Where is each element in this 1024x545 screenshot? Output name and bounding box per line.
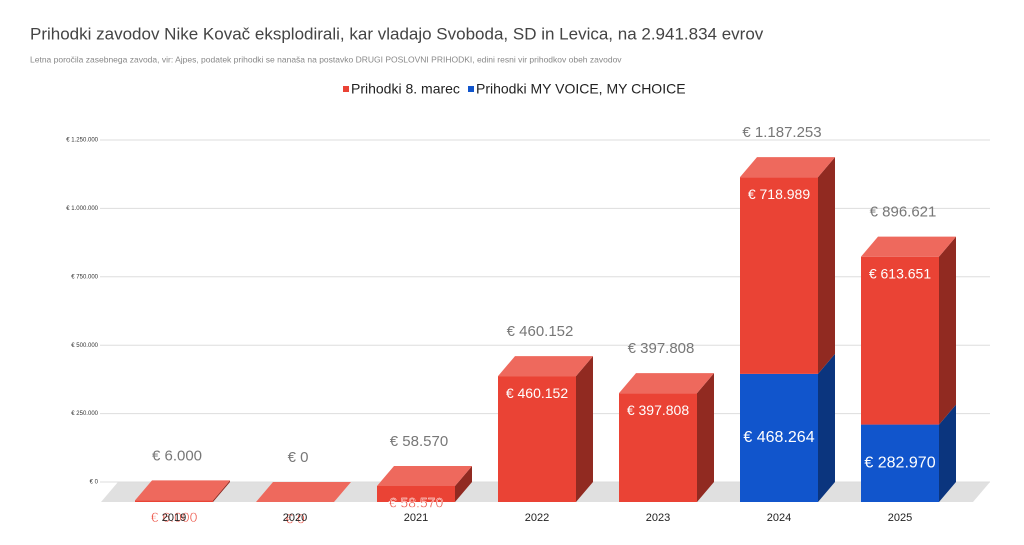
data-label: € 613.651: [869, 265, 931, 281]
bar: [740, 373, 818, 502]
x-tick-label: 2024: [767, 512, 791, 524]
bar-top: [740, 157, 835, 178]
total-label: € 896.621: [870, 204, 937, 221]
y-tick-label: € 0: [90, 480, 99, 486]
bar: [619, 393, 697, 502]
bar: [135, 500, 213, 502]
x-tick-label: 2020: [283, 512, 307, 524]
data-label: € 0: [285, 511, 305, 527]
bar-side: [697, 373, 714, 502]
bar-top: [135, 480, 230, 501]
bar-side: [213, 480, 230, 502]
total-label: € 0: [288, 449, 309, 466]
x-tick-label: 2021: [404, 512, 428, 524]
y-tick-label: € 1.250.000: [66, 138, 98, 144]
data-label: € 718.989: [748, 186, 810, 202]
data-label: € 6.000: [151, 509, 198, 525]
bar-side: [576, 356, 593, 502]
total-label: € 460.152: [507, 323, 574, 340]
total-label: € 1.187.253: [742, 124, 821, 141]
legend-label: Prihodki MY VOICE, MY CHOICE: [476, 81, 686, 97]
x-tick-label: 2019: [162, 512, 186, 524]
data-label: € 460.152: [506, 385, 568, 401]
data-label: € 397.808: [627, 402, 689, 418]
data-label: € 58.570: [389, 495, 444, 511]
y-tick-label: € 500.000: [71, 343, 98, 349]
x-tick-label: 2023: [646, 512, 670, 524]
y-tick-label: € 750.000: [71, 274, 98, 280]
chart-subtitle: Letna poročila zasebnega zavoda, vir: Aj…: [30, 54, 622, 64]
chart-title: Prihodki zavodov Nike Kovač eksplodirali…: [30, 24, 764, 43]
bar-side: [818, 353, 835, 502]
total-label: € 6.000: [152, 447, 202, 464]
bar-top: [861, 236, 956, 257]
bar-top: [498, 356, 593, 377]
bar-side: [939, 236, 956, 425]
legend-swatch: [468, 86, 474, 92]
legend-swatch: [343, 86, 349, 92]
data-label: € 282.970: [864, 455, 935, 472]
bar-side: [818, 157, 835, 374]
total-label: € 58.570: [390, 433, 448, 450]
bar-side: [455, 465, 472, 502]
bar-top: [256, 482, 351, 502]
bar: [377, 485, 455, 502]
bar-top: [377, 465, 472, 486]
data-label: € 468.264: [743, 429, 814, 446]
bar-top: [619, 373, 714, 394]
y-tick-label: € 250.000: [71, 411, 98, 417]
bar: [861, 256, 939, 425]
bar: [861, 424, 939, 502]
bar-side: [939, 404, 956, 502]
y-tick-label: € 1.000.000: [66, 206, 98, 212]
total-label: € 397.808: [628, 340, 695, 357]
bar: [498, 376, 576, 502]
x-tick-label: 2025: [888, 512, 912, 524]
legend-label: Prihodki 8. marec: [351, 81, 460, 97]
x-tick-label: 2022: [525, 512, 549, 524]
bar: [740, 177, 818, 374]
